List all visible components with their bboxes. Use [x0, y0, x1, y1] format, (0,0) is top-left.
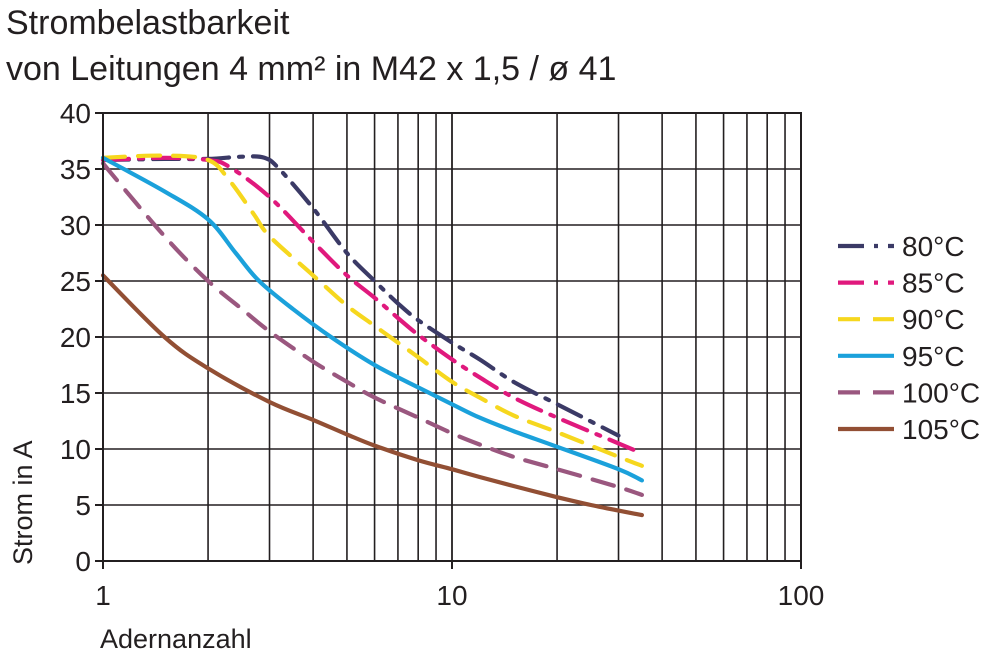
- legend-label: 90°C: [902, 304, 965, 335]
- series-line: [100, 155, 644, 456]
- chart-title: Strombelastbarkeit von Leitungen 4 mm² i…: [6, 0, 616, 92]
- x-tick-label: 100: [778, 580, 825, 611]
- legend-label: 85°C: [902, 268, 965, 299]
- legend-label: 95°C: [902, 341, 965, 372]
- y-tick-label: 35: [60, 154, 91, 185]
- y-tick-label: 40: [60, 98, 91, 129]
- series-lines: [100, 153, 644, 518]
- x-tick-label: 10: [436, 580, 467, 611]
- series-line: [100, 273, 644, 518]
- legend: 80°C 85°C 90°C 95°C 100°C 105°C: [838, 231, 980, 445]
- x-tick-label: 1: [95, 580, 111, 611]
- y-tick-label: 5: [75, 490, 91, 521]
- series-line: [100, 153, 644, 468]
- x-axis-label: Adernanzahl: [100, 624, 252, 654]
- series-line: [100, 155, 644, 483]
- y-tick-label: 10: [60, 434, 91, 465]
- grid: [103, 112, 801, 562]
- plot-frame: [102, 112, 802, 562]
- legend-label: 105°C: [902, 414, 980, 445]
- series-line: [100, 161, 644, 497]
- chart-title-line-2: von Leitungen 4 mm² in M42 x 1,5 / ø 41: [6, 50, 617, 88]
- axis-ticks: 0 5 10 15 20 25 30 35 40 1 10 100: [60, 98, 825, 611]
- series-line: [100, 154, 621, 438]
- legend-label: 100°C: [902, 377, 980, 408]
- legend-label: 80°C: [902, 231, 965, 262]
- y-tick-label: 15: [60, 378, 91, 409]
- y-tick-label: 25: [60, 266, 91, 297]
- y-axis-label: Strom in A: [8, 440, 38, 565]
- y-tick-label: 0: [75, 546, 91, 577]
- chart-title-line-1: Strombelastbarkeit: [6, 4, 290, 42]
- y-tick-label: 20: [60, 322, 91, 353]
- y-tick-label: 30: [60, 210, 91, 241]
